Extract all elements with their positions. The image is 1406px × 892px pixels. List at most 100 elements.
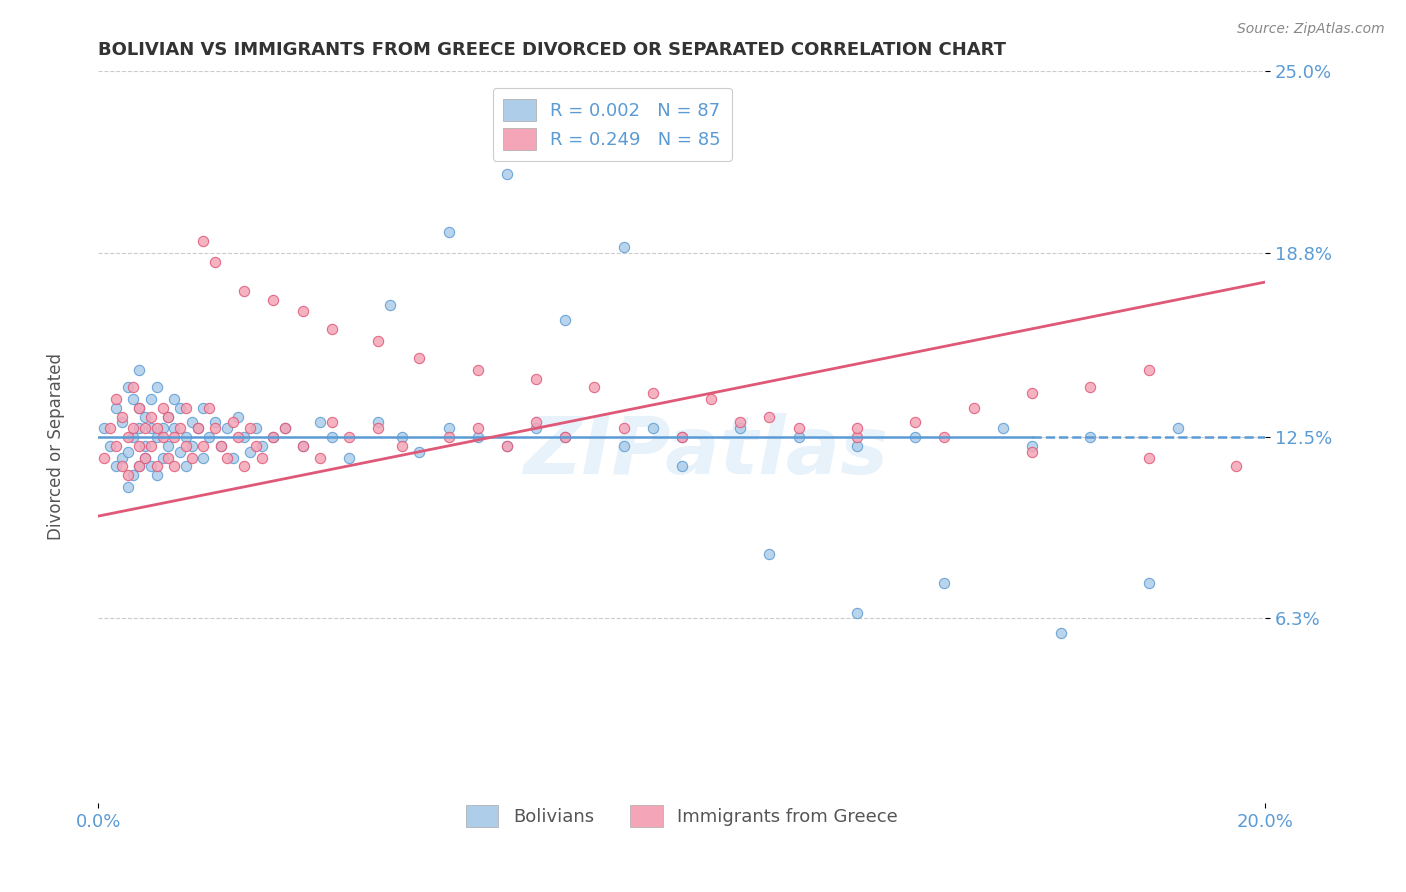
Point [524,421,547,435]
Point [309,416,332,430]
Point [524,371,547,385]
Point [437,421,460,435]
Point [169,401,191,415]
Point [291,439,314,453]
Point [321,322,343,336]
Point [139,459,162,474]
Point [117,380,139,394]
Point [146,421,169,435]
Point [209,439,232,453]
Point [671,459,693,474]
Point [554,430,576,444]
Point [671,430,693,444]
Point [134,450,156,465]
Point [221,450,243,465]
Point [174,439,197,453]
Point [496,167,519,181]
Point [174,430,197,444]
Point [152,430,174,444]
Point [437,430,460,444]
Point [163,421,186,435]
Point [174,401,197,415]
Point [934,576,956,591]
Point [180,439,202,453]
Point [524,416,547,430]
Point [496,439,519,453]
Point [104,401,127,415]
Point [122,430,145,444]
Text: ZIPatlas: ZIPatlas [523,413,887,491]
Point [104,439,127,453]
Legend: Bolivians, Immigrants from Greece: Bolivians, Immigrants from Greece [456,794,908,838]
Point [152,450,174,465]
Point [291,304,314,318]
Point [1137,576,1160,591]
Point [391,430,413,444]
Point [157,409,180,424]
Point [262,430,284,444]
Point [321,430,343,444]
Point [904,430,927,444]
Point [641,386,664,401]
Point [111,416,134,430]
Point [274,421,297,435]
Point [128,363,150,377]
Point [215,421,238,435]
Point [337,430,360,444]
Point [146,380,169,394]
Point [250,450,273,465]
Point [152,401,174,415]
Point [934,430,956,444]
Point [1021,444,1043,458]
Point [157,439,180,453]
Point [128,459,150,474]
Point [139,392,162,406]
Point [408,351,430,365]
Point [391,439,413,453]
Point [991,421,1014,435]
Point [117,480,139,494]
Point [1080,380,1102,394]
Point [367,416,389,430]
Point [641,421,664,435]
Point [437,225,460,239]
Point [1137,363,1160,377]
Point [274,421,297,435]
Point [291,439,314,453]
Point [1225,459,1247,474]
Point [152,421,174,435]
Point [1021,386,1043,401]
Point [139,409,162,424]
Point [146,468,169,483]
Point [233,430,256,444]
Point [612,421,634,435]
Point [262,293,284,307]
Point [612,439,634,453]
Point [787,421,810,435]
Point [163,392,186,406]
Point [554,313,576,327]
Point [262,430,284,444]
Point [846,606,869,620]
Point [233,284,256,298]
Point [1080,430,1102,444]
Point [239,421,262,435]
Point [169,444,191,458]
Point [221,416,243,430]
Point [122,392,145,406]
Point [198,401,221,415]
Point [139,439,162,453]
Point [157,450,180,465]
Point [228,430,250,444]
Point [1137,450,1160,465]
Point [157,409,180,424]
Point [180,450,202,465]
Point [1167,421,1189,435]
Point [239,444,262,458]
Point [122,468,145,483]
Point [134,409,156,424]
Point [215,450,238,465]
Point [408,444,430,458]
Point [111,450,134,465]
Point [193,234,215,248]
